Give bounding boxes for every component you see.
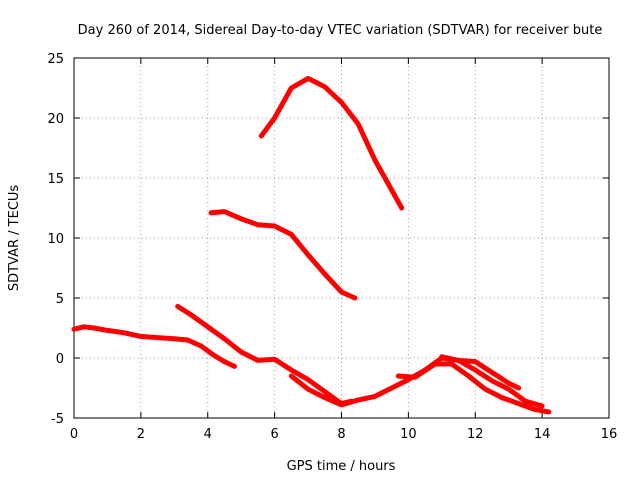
x-tick-label: 8: [337, 427, 345, 442]
y-tick-label: 10: [47, 232, 64, 247]
y-tick-label: 20: [47, 112, 64, 127]
grid: [74, 58, 609, 418]
x-tick-label: 2: [137, 427, 145, 442]
chart-title: Day 260 of 2014, Sidereal Day-to-day VTE…: [78, 23, 603, 38]
y-tick-label: 0: [56, 352, 64, 367]
y-tick-label: -5: [51, 412, 64, 427]
y-tick-label: 5: [56, 292, 64, 307]
x-tick-label: 0: [70, 427, 78, 442]
x-tick-label: 4: [204, 427, 212, 442]
y-tick-label: 25: [47, 52, 64, 67]
x-tick-label: 10: [400, 427, 417, 442]
series-arc-1: [71, 324, 237, 369]
x-tick-label: 14: [534, 427, 551, 442]
x-axis-label: GPS time / hours: [287, 459, 396, 474]
series-arc-3: [258, 75, 405, 211]
series-arc-7: [439, 354, 522, 391]
series-arc-4: [208, 209, 358, 301]
y-axis: -5 0 5 10 15 20 25: [47, 52, 609, 427]
y-tick-label: 15: [47, 172, 64, 187]
series-arc-2: [175, 303, 354, 407]
x-axis: 0 2 4 6 8 10 12 14 16: [70, 58, 617, 442]
x-tick-label: 12: [467, 427, 484, 442]
x-tick-label: 16: [601, 427, 618, 442]
x-tick-label: 6: [270, 427, 278, 442]
series-group: [71, 75, 552, 415]
series-arc-6: [395, 361, 552, 415]
y-axis-label: SDTVAR / TECUs: [7, 185, 22, 292]
